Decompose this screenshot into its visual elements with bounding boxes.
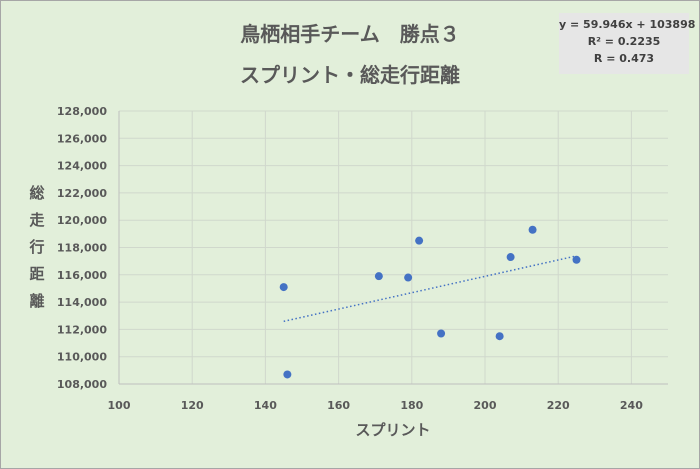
r-label: R = 0.473 [593,52,655,65]
trendline-equation-box: y = 59.946x + 103898 R² = 0.2235 R = 0.4… [559,13,696,74]
x-tick-label: 180 [400,399,423,412]
r-squared-label: R² = 0.2235 [587,35,661,48]
data-point [437,329,446,338]
y-axis-title-char: 走 [29,211,45,229]
x-tick-label: 240 [620,399,643,412]
data-point [374,272,383,281]
data-point [279,283,288,292]
x-tick-label: 200 [474,399,497,412]
x-tick-label: 100 [108,399,131,412]
x-tick-label: 120 [181,399,204,412]
chart-subtitle: スプリント・総走行距離 [240,63,460,87]
y-tick-label: 122,000 [57,187,107,200]
y-tick-label: 118,000 [57,242,107,255]
y-axis-title-char: 行 [29,238,45,256]
y-axis-title-char: 距 [29,265,45,283]
data-point [495,332,504,341]
y-tick-label: 108,000 [57,378,107,391]
chart-title: 鳥栖相手チーム 勝点３ [240,22,460,46]
y-axis-title-char: 離 [29,292,45,310]
trendline-equation: y = 59.946x + 103898 [559,18,696,31]
y-axis-title-char: 総 [29,184,45,202]
data-point [404,273,413,282]
y-tick-label: 128,000 [57,105,107,118]
data-point [572,255,581,264]
x-tick-label: 160 [327,399,350,412]
x-tick-label: 220 [547,399,570,412]
y-tick-label: 124,000 [57,160,107,173]
y-tick-label: 120,000 [57,214,107,227]
x-axis-title: スプリント [355,421,431,439]
y-tick-label: 114,000 [57,296,107,309]
x-tick-label: 140 [254,399,277,412]
y-tick-label: 116,000 [57,269,107,282]
data-point [528,225,537,234]
y-tick-label: 112,000 [57,323,107,336]
data-point [415,236,424,245]
y-tick-label: 126,000 [57,132,107,145]
data-point [283,370,292,379]
y-tick-label: 110,000 [57,351,107,364]
trendline [283,255,577,323]
y-axis-title: 総 走 行 距 離 [27,180,47,315]
data-point [506,253,515,262]
